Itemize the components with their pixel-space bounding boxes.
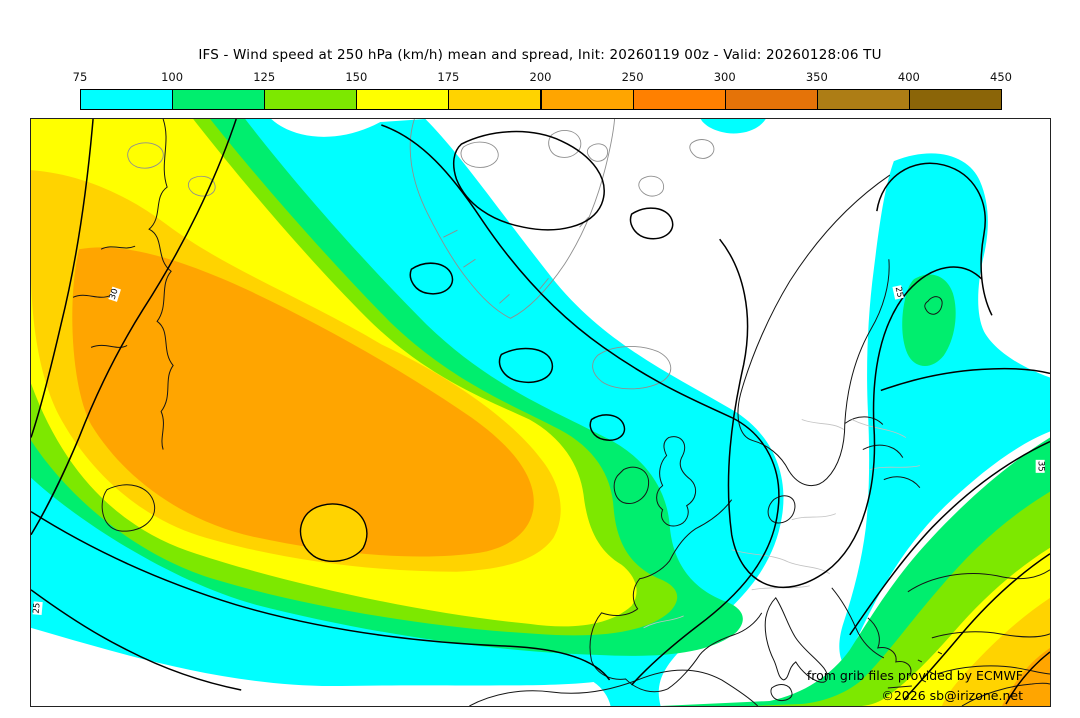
colorbar-tick: 350 (805, 70, 828, 84)
denmark-coast (767, 495, 796, 524)
iceland-coast (592, 346, 672, 390)
contour-baltic-blob (876, 162, 993, 316)
sicily-coast (770, 683, 793, 701)
colorbar: 75 100 125 150 175 200 250 300 350 400 450 (73, 70, 1012, 110)
contour-nw-2 (31, 119, 237, 536)
canada-islands (127, 142, 216, 197)
svalbard-coast (548, 130, 609, 162)
colorbar-cell (448, 89, 542, 110)
colorbar-tick: 200 (529, 70, 552, 84)
italy-coast (764, 597, 828, 683)
colorbar-cell (80, 89, 174, 110)
colorbar-cell (632, 89, 726, 110)
azores-contour (299, 503, 368, 563)
scandinavia-coast (737, 174, 891, 487)
colorbar-tick: 150 (345, 70, 368, 84)
spread-contours (31, 119, 1050, 705)
contour-arctic-loops (409, 130, 674, 441)
contour-atlantic-edge (381, 124, 780, 686)
black-sea-coast (907, 569, 1050, 593)
colorbar-cell (816, 89, 910, 110)
colorbar-tick: 250 (621, 70, 644, 84)
greece-coast (867, 617, 912, 689)
contour-south-flank (31, 511, 611, 681)
colorbar-tick: 450 (990, 70, 1012, 84)
colorbar-cell (264, 89, 358, 110)
coastlines (72, 119, 1050, 706)
colorbar-cell (172, 89, 266, 110)
contour-northeast (880, 367, 1050, 392)
contour-southeast (849, 440, 1050, 705)
adriatic-coast (831, 587, 885, 659)
arctic-islands (460, 139, 715, 197)
colorbar-cell (724, 89, 818, 110)
great-britain-coast (656, 436, 697, 527)
aegean-islands (917, 651, 943, 683)
colorbar-tick: 400 (897, 70, 920, 84)
ireland-coast (613, 466, 650, 505)
contour-europe-loop (719, 238, 983, 588)
labrador-coast (148, 119, 174, 450)
colorbar-cell (540, 89, 634, 110)
contour-nw-1 (31, 119, 94, 438)
chart-title: IFS - Wind speed at 250 hPa (km/h) mean … (198, 47, 882, 63)
contour-southwest (31, 589, 242, 691)
wind-speed-map (31, 119, 1050, 706)
gotland-coast (924, 296, 943, 315)
attribution-source: from grib files provided by ECMWF (806, 668, 1023, 683)
greenland-coast (409, 119, 616, 319)
colorbar-tick: 75 (72, 70, 88, 84)
contour-label-25-west: 25 (31, 601, 43, 616)
newfoundland-coast (101, 484, 156, 532)
colorbar-tick: 100 (161, 70, 184, 84)
coastlines-arctic (127, 119, 715, 390)
baltic-coast (844, 416, 921, 488)
contour-label-35: 35 (1035, 459, 1046, 473)
north-africa-coast (469, 669, 1050, 706)
west-europe-coast (589, 499, 763, 693)
colorbar-cell (356, 89, 450, 110)
turkey-coast (931, 631, 1050, 675)
greenland-fjords (443, 216, 589, 304)
colorbar-cell (908, 89, 1002, 110)
colorbar-tick: 300 (713, 70, 736, 84)
colorbar-tick: 125 (253, 70, 276, 84)
attribution-copyright: ©2026 sb@irizone.net (881, 688, 1023, 703)
map-frame (30, 118, 1051, 707)
contour-label-25-east: 25 (892, 285, 905, 300)
colorbar-tick: 175 (437, 70, 460, 84)
labrador-inlets (72, 245, 136, 348)
